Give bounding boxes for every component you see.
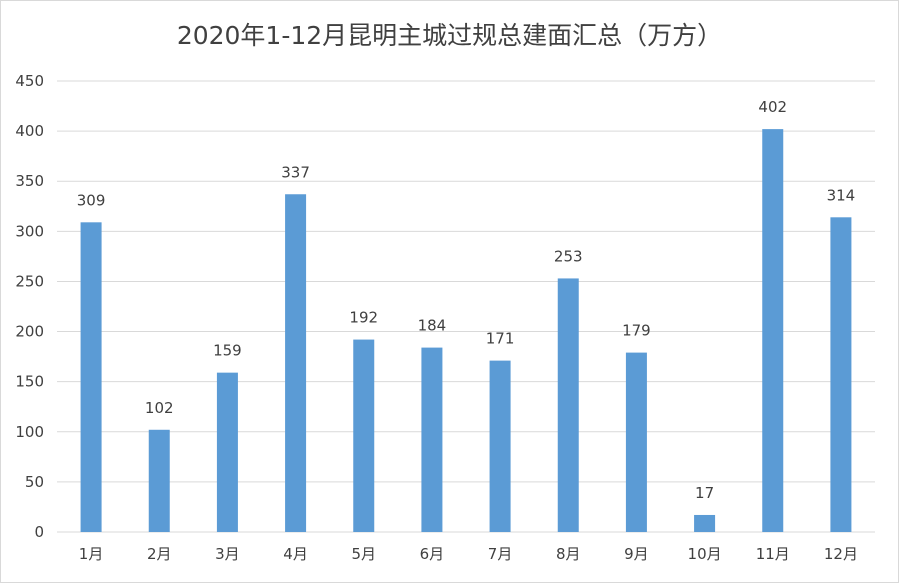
y-tick-label: 0: [34, 523, 44, 541]
x-tick-label: 9月: [624, 545, 649, 563]
y-tick-label: 250: [15, 272, 44, 290]
x-tick-label: 1月: [79, 545, 104, 563]
bar-2: [148, 429, 170, 532]
bar-12: [830, 217, 852, 532]
y-tick-label: 150: [15, 373, 44, 391]
data-label: 192: [349, 309, 378, 327]
bar-7: [489, 360, 511, 532]
bar-5: [353, 339, 375, 532]
y-tick-label: 300: [15, 222, 44, 240]
bar-6: [421, 347, 443, 532]
bar-8: [557, 278, 579, 532]
x-tick-label: 3月: [215, 545, 240, 563]
y-tick-label: 100: [15, 423, 44, 441]
x-axis-tick-labels: 1月 2月 3月 4月 5月 6月 7月 8月 9月 10月 11月 12月: [79, 545, 858, 563]
data-label: 179: [622, 322, 651, 340]
data-label: 171: [486, 330, 515, 348]
x-tick-label: 10月: [688, 545, 722, 563]
x-tick-label: 2月: [147, 545, 172, 563]
x-tick-label: 4月: [283, 545, 308, 563]
data-label: 184: [418, 317, 447, 335]
data-label: 159: [213, 342, 242, 360]
y-tick-label: 200: [15, 323, 44, 341]
x-tick-label: 7月: [488, 545, 513, 563]
y-axis-tick-labels: 0 50 100 150 200 250 300 350 400 450: [15, 72, 44, 541]
x-tick-label: 6月: [420, 545, 445, 563]
data-label: 402: [758, 98, 787, 116]
bar-4: [285, 194, 307, 533]
data-label: 314: [827, 186, 856, 204]
y-tick-label: 350: [15, 172, 44, 190]
data-label: 102: [145, 399, 174, 417]
bar-series: [80, 129, 852, 533]
data-label: 337: [281, 163, 310, 181]
bar-11: [762, 129, 784, 532]
y-tick-label: 50: [25, 473, 44, 491]
x-tick-label: 12月: [824, 545, 858, 563]
bar-9: [625, 352, 647, 532]
data-label: 17: [695, 484, 714, 502]
data-label: 253: [554, 247, 583, 265]
data-label: 309: [77, 191, 106, 209]
bar-3: [216, 372, 238, 532]
x-tick-label: 11月: [756, 545, 790, 563]
bar-10: [694, 514, 716, 532]
data-labels: 309 102 159 337 192 184 171 253 179 17 402 314: [77, 98, 855, 502]
gridlines: [57, 80, 875, 533]
y-tick-label: 450: [15, 72, 44, 90]
bar-1: [80, 222, 102, 532]
y-tick-label: 400: [15, 122, 44, 140]
x-tick-label: 5月: [351, 545, 376, 563]
x-tick-label: 8月: [556, 545, 581, 563]
chart-title: 2020年1-12月昆明主城过规总建面汇总（万方）: [176, 21, 723, 50]
